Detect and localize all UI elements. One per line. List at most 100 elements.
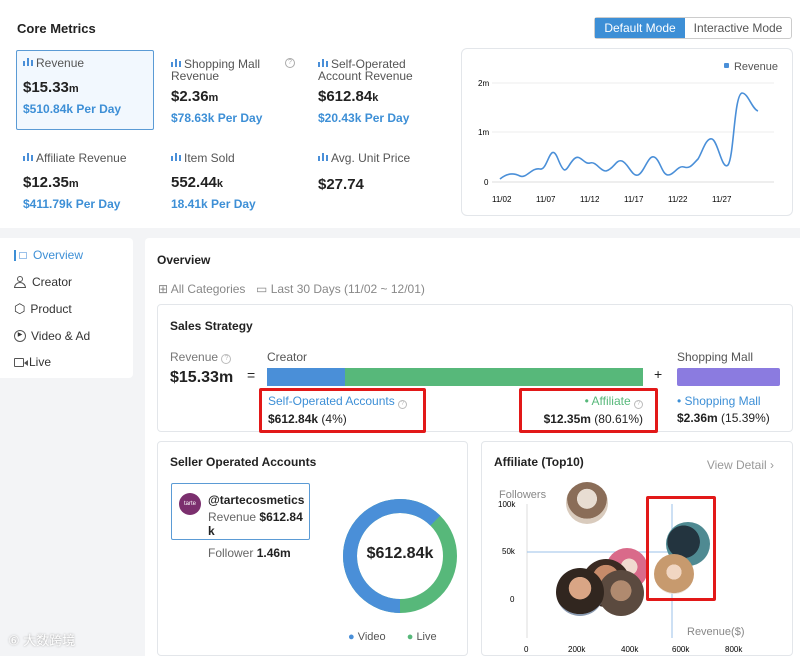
affiliate-percent: (80.61%) — [594, 412, 643, 426]
plus-sign: + — [654, 366, 663, 382]
date-filter[interactable]: ▭ Last 30 Days (11/02 ~ 12/01) — [256, 282, 425, 296]
sidebar-item-product[interactable]: ⬡ Product — [14, 302, 72, 316]
creator-avatar-bubble[interactable] — [598, 570, 644, 616]
mall-value: $2.36m — [677, 411, 718, 425]
metric-label: Self-Operated Account Revenue — [318, 57, 413, 83]
x-tick: 11/17 — [624, 195, 644, 204]
bar-chart-icon — [171, 153, 181, 161]
revenue-donut-chart — [343, 499, 457, 613]
metric-value: 552.44 — [171, 174, 217, 191]
metric-label: Affiliate Revenue — [36, 151, 127, 165]
sidebar-item-video-ad[interactable]: ▶ Video & Ad — [14, 329, 90, 343]
sales-strategy-title: Sales Strategy — [170, 319, 253, 333]
x-tick: 200k — [568, 645, 586, 654]
metric-unit: m — [68, 178, 79, 190]
creator-avatar-bubble[interactable] — [566, 482, 608, 524]
default-mode-button[interactable]: Default Mode — [595, 18, 685, 38]
metric-affiliate[interactable]: Affiliate Revenue $12.35m $411.79k Per D… — [17, 146, 155, 226]
seller-accounts-title: Seller Operated Accounts — [170, 455, 317, 469]
self-operated-label: Self-Operated Accounts — [268, 394, 395, 408]
revenue-label: Revenue ? — [170, 350, 232, 364]
metric-unit: m — [208, 92, 219, 104]
x-tick: 0 — [524, 645, 529, 654]
info-icon[interactable]: ? — [634, 400, 643, 409]
calendar-icon: ▭ — [256, 282, 268, 296]
mode-toggle: Default Mode Interactive Mode — [594, 17, 792, 39]
revenue-trend-chart: Revenue 2m 1m 0 11/02 11/07 11/12 11/17 … — [461, 48, 793, 216]
watermark: ⑥ 大数跨境 — [8, 630, 75, 649]
sidebar-item-overview[interactable]: Overview — [14, 248, 83, 262]
category-filter[interactable]: ⊞ All Categories — [158, 282, 245, 296]
y-axis-label: Followers — [499, 489, 547, 501]
creator-avatar-bubble[interactable] — [654, 554, 694, 594]
avatar: tarte — [179, 493, 201, 515]
interactive-mode-button[interactable]: Interactive Mode — [693, 21, 783, 35]
sidebar: Overview Creator ⬡ Product ▶ Video & Ad … — [0, 238, 133, 378]
x-tick: 11/12 — [580, 195, 600, 204]
mall-bar-segment[interactable] — [677, 368, 780, 386]
metric-item-sold[interactable]: Item Sold 552.44k 18.41k Per Day — [165, 146, 303, 226]
account-handle: @tartecosmetics — [208, 493, 305, 507]
metric-label: Item Sold — [184, 151, 235, 165]
bar-chart-icon — [171, 59, 181, 67]
metric-avg-price[interactable]: Avg. Unit Price $27.74 — [312, 146, 450, 226]
self-operated-legend: Self-Operated Accounts ? $612.84k (4%) — [268, 394, 408, 426]
category-filter-label: All Categories — [170, 282, 246, 296]
bar-chart-icon — [318, 153, 328, 161]
y-tick: 2m — [478, 79, 489, 88]
affiliate-value: $12.35m — [543, 412, 591, 426]
revenue-total: $15.33m — [170, 369, 234, 386]
creator-label: Creator — [267, 350, 308, 364]
metric-value: $2.36 — [171, 88, 209, 105]
info-icon[interactable]: ? — [221, 354, 232, 364]
y-tick: 1m — [478, 128, 489, 137]
y-tick: 0 — [484, 178, 489, 187]
overview-panel: Overview ⊞ All Categories ▭ Last 30 Days… — [145, 238, 800, 656]
info-icon[interactable]: ? — [398, 400, 408, 409]
camera-icon — [14, 357, 28, 367]
account-card[interactable]: tarte @tartecosmetics Revenue $612.84 k — [171, 483, 310, 540]
affiliate-bar-segment[interactable] — [345, 368, 643, 386]
metric-per-day: $20.43k Per Day — [318, 111, 410, 125]
metric-per-day: 18.41k Per Day — [171, 197, 256, 211]
bar-chart-icon — [318, 59, 328, 67]
x-tick: 400k — [621, 645, 639, 654]
info-icon[interactable]: ? — [285, 58, 295, 68]
sidebar-item-label: Creator — [32, 275, 73, 289]
self-operated-bar-segment[interactable] — [267, 368, 345, 386]
x-tick: 11/07 — [536, 195, 556, 204]
metric-label: Revenue — [36, 56, 85, 70]
sidebar-item-creator[interactable]: Creator — [14, 275, 72, 289]
donut-legend: ● Video ● Live — [348, 631, 437, 643]
core-metrics-card: Core Metrics Default Mode Interactive Mo… — [0, 0, 800, 228]
sidebar-item-label: Video & Ad — [31, 329, 91, 343]
legend-live: Live — [416, 631, 437, 643]
sidebar-item-live[interactable]: Live — [14, 355, 51, 369]
y-tick: 0 — [510, 595, 515, 604]
metric-shopping-mall[interactable]: Shopping Mall Revenue ? $2.36m $78.63k P… — [165, 52, 305, 132]
affiliate-top10-card: Affiliate (Top10) View Detail › Follower… — [481, 441, 793, 656]
play-icon: ▶ — [14, 330, 26, 342]
x-axis-label: Revenue($) — [687, 626, 745, 638]
mall-percent: (15.39%) — [721, 411, 770, 425]
x-tick: 11/22 — [668, 195, 688, 204]
sidebar-item-label: Overview — [33, 248, 84, 262]
overview-title: Overview — [157, 253, 211, 267]
metric-label: Avg. Unit Price — [331, 151, 411, 165]
highlight-top-affiliates — [646, 496, 716, 601]
account-revenue: Revenue $612.84 k — [208, 510, 303, 538]
metric-value: $27.74 — [318, 176, 364, 193]
view-detail-link[interactable]: View Detail › — [706, 458, 774, 472]
creator-avatar-bubble[interactable] — [556, 568, 604, 616]
grid-icon: ⊞ — [158, 282, 169, 296]
bar-chart-icon — [23, 153, 33, 161]
y-tick: 100k — [498, 500, 516, 509]
metric-revenue[interactable]: Revenue $15.33m $510.84k Per Day — [16, 50, 154, 130]
equals-sign: = — [247, 367, 256, 383]
mall-legend-label: Shopping Mall — [684, 394, 761, 408]
metric-self-operated[interactable]: Self-Operated Account Revenue $612.84k $… — [312, 52, 452, 132]
sidebar-item-label: Product — [30, 302, 72, 316]
highlight-affiliate — [519, 388, 658, 433]
metric-per-day: $510.84k Per Day — [23, 102, 122, 116]
x-tick: 11/02 — [492, 195, 512, 204]
